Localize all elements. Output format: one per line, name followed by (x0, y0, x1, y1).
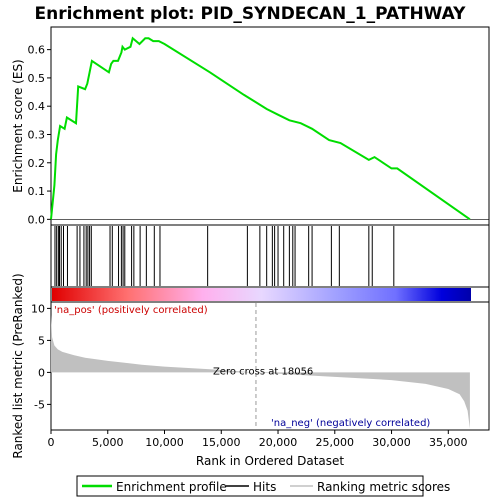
metric-y-tick-label: 10 (31, 302, 45, 315)
legend: Enrichment profile Hits Ranking metric s… (76, 475, 450, 497)
enrichment-profile-line (50, 36, 471, 221)
x-tick-label: 20,000 (259, 436, 298, 449)
x-tick-label: 30,000 (372, 436, 411, 449)
metric-y-tick-label: 0 (38, 366, 45, 379)
ranking-gradient-bar (50, 286, 490, 303)
es-y-tick-label: 0.1 (28, 185, 46, 198)
positive-label: 'na_pos' (positively correlated) (54, 305, 208, 316)
legend-hits-label: Hits (253, 480, 276, 494)
zero-cross-label: Zero cross at 18056 (213, 366, 313, 377)
negative-label: 'na_neg' (negatively correlated) (271, 418, 430, 429)
es-y-tick-label: 0.0 (28, 213, 46, 226)
es-panel: 0.0 0.1 0.2 0.3 0.4 0.5 0.6 Enrichment score (… (11, 26, 490, 226)
metric-y-axis: -5 0 5 10 (31, 302, 51, 411)
es-y-tick-label: 0.4 (28, 100, 46, 113)
metric-y-axis-label: Ranked list metric (PreRanked) (11, 273, 25, 458)
x-tick-label: 15,000 (202, 436, 241, 449)
es-y-tick-label: 0.6 (28, 44, 46, 57)
es-y-tick-label: 0.3 (28, 128, 46, 141)
x-tick-label: 25,000 (316, 436, 355, 449)
x-axis: 0 5,000 10,000 15,000 20,000 25,000 30,000 35,0… (48, 430, 468, 449)
ranking-metric-area (51, 314, 470, 429)
es-y-tick-label: 0.2 (28, 157, 46, 170)
metric-y-tick-label: -5 (34, 398, 45, 411)
hits-markers (54, 226, 395, 286)
legend-enrichment-label: Enrichment profile (116, 480, 227, 494)
es-y-tick-label: 0.5 (28, 72, 46, 85)
es-y-axis-label: Enrichment score (ES) (11, 59, 25, 192)
chart-title: Enrichment plot: PID_SYNDECAN_1_PATHWAY (35, 4, 467, 24)
es-y-axis: 0.0 0.1 0.2 0.3 0.4 0.5 0.6 (28, 44, 51, 226)
hits-panel (50, 224, 490, 288)
legend-metric-label: Ranking metric scores (317, 480, 450, 494)
x-tick-label: 5,000 (92, 436, 124, 449)
x-axis-label: Rank in Ordered Dataset (196, 454, 344, 468)
x-tick-label: 0 (48, 436, 55, 449)
metric-y-tick-label: 5 (38, 334, 45, 347)
x-tick-label: 35,000 (429, 436, 468, 449)
metric-panel: -5 0 5 10 Zero cross at 18056 'na_pos' (pos… (11, 273, 490, 459)
x-tick-label: 10,000 (145, 436, 184, 449)
